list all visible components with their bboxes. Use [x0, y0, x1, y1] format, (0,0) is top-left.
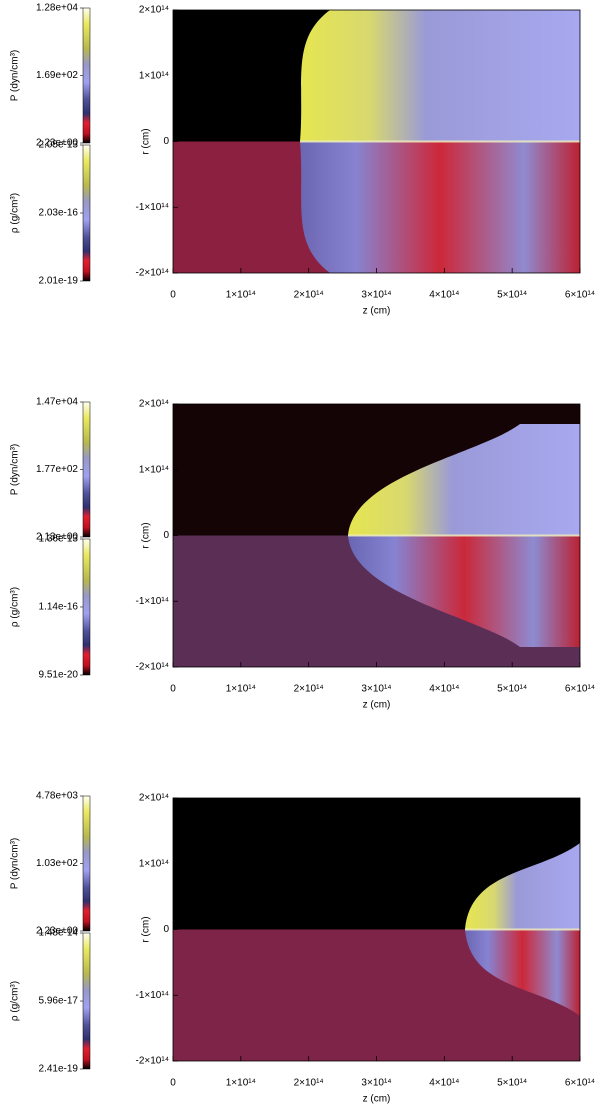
- x-tick-label: 0: [170, 1078, 176, 1089]
- y-tick-label: 1×10¹⁴: [139, 70, 169, 81]
- x-tick-label: 4×10¹⁴: [429, 684, 459, 695]
- x-tick-label: 3×10¹⁴: [361, 1078, 391, 1089]
- x-tick-label: 6×10¹⁴: [565, 290, 595, 301]
- y-tick-label: 2×10¹⁴: [139, 399, 169, 410]
- colorbar-tick-label: 1.28e+04: [36, 3, 78, 14]
- colorbar-tick-label: 9.51e-20: [39, 670, 79, 681]
- colorbar-tick-label: 1.69e+02: [36, 70, 78, 81]
- x-tick-label: 6×10¹⁴: [565, 1078, 595, 1089]
- y-tick-label: 0: [163, 136, 169, 147]
- y-tick-label: -1×10¹⁴: [136, 990, 169, 1001]
- y-tick-label: 0: [163, 924, 169, 935]
- colorbar-label: P (dyn/cm³): [10, 838, 21, 890]
- y-tick-label: 1×10¹⁴: [139, 464, 169, 475]
- x-tick-label: 1×10¹⁴: [226, 1078, 256, 1089]
- x-tick-label: 4×10¹⁴: [429, 290, 459, 301]
- y-tick-label: 2×10¹⁴: [139, 793, 169, 804]
- y-tick-label: -2×10¹⁴: [136, 268, 169, 279]
- x-tick-label: 2×10¹⁴: [294, 1078, 324, 1089]
- colorbar-tick-label: 2.05e-13: [39, 140, 79, 151]
- y-axis-label: r (cm): [141, 916, 152, 942]
- y-tick-label: 0: [163, 530, 169, 541]
- y-tick-label: 1×10¹⁴: [139, 858, 169, 869]
- colorbar-tick-label: 1.48e-14: [39, 928, 79, 939]
- x-tick-label: 3×10¹⁴: [361, 290, 391, 301]
- flow-upper: [348, 424, 580, 536]
- colorbar-tick-label: 5.96e-17: [39, 996, 79, 1007]
- x-tick-label: 0: [170, 290, 176, 301]
- colorbar-label: ρ (g/cm³): [10, 193, 21, 233]
- colorbar: [82, 7, 91, 144]
- colorbar-tick-label: 1.77e+02: [36, 464, 78, 475]
- flow-lower: [348, 535, 580, 647]
- x-tick-label: 5×10¹⁴: [497, 684, 527, 695]
- y-axis-label: r (cm): [141, 522, 152, 548]
- y-tick-label: -1×10¹⁴: [136, 202, 169, 213]
- x-tick-label: 4×10¹⁴: [429, 1078, 459, 1089]
- y-tick-label: -2×10¹⁴: [136, 662, 169, 673]
- colorbar: [82, 538, 91, 676]
- colorbar: [82, 144, 91, 282]
- x-axis-label: z (cm): [363, 1094, 391, 1105]
- colorbar-tick-label: 1.36e-13: [39, 534, 79, 545]
- flow-lower: [465, 929, 580, 1016]
- flow-lower: [300, 141, 580, 273]
- x-tick-label: 1×10¹⁴: [226, 684, 256, 695]
- colorbar-tick-label: 1.14e-16: [39, 602, 79, 613]
- x-tick-label: 6×10¹⁴: [565, 684, 595, 695]
- x-tick-label: 5×10¹⁴: [497, 290, 527, 301]
- colorbar-tick-label: 2.03e-16: [39, 208, 79, 219]
- x-axis-label: z (cm): [363, 700, 391, 711]
- colorbar-label: P (dyn/cm³): [10, 444, 21, 496]
- y-tick-label: -1×10¹⁴: [136, 596, 169, 607]
- colorbar-tick-label: 1.47e+04: [36, 397, 78, 408]
- colorbar-label: ρ (g/cm³): [10, 587, 21, 627]
- x-tick-label: 1×10¹⁴: [226, 290, 256, 301]
- colorbar-tick-label: 2.23e+00: [36, 926, 78, 937]
- x-tick-label: 2×10¹⁴: [294, 684, 324, 695]
- flow-upper: [465, 843, 580, 930]
- y-tick-label: -2×10¹⁴: [136, 1056, 169, 1067]
- colorbar: [82, 401, 91, 538]
- colorbar-label: ρ (g/cm³): [10, 981, 21, 1021]
- y-axis-label: r (cm): [141, 128, 152, 154]
- colorbar-tick-label: 2.23e+00: [36, 138, 78, 149]
- x-axis-label: z (cm): [363, 306, 391, 317]
- x-tick-label: 2×10¹⁴: [294, 290, 324, 301]
- colorbar: [82, 795, 91, 932]
- flow-upper: [300, 10, 580, 142]
- colorbar-tick-label: 4.78e+03: [36, 791, 78, 802]
- colorbar-tick-label: 2.41e-19: [39, 1064, 79, 1075]
- colorbar-tick-label: 1.03e+02: [36, 858, 78, 869]
- colorbar-tick-label: 2.01e-19: [39, 276, 79, 287]
- colorbar-tick-label: 2.13e+00: [36, 532, 78, 543]
- colorbar-label: P (dyn/cm³): [10, 50, 21, 102]
- colorbar: [82, 932, 91, 1070]
- y-tick-label: 2×10¹⁴: [139, 5, 169, 16]
- x-tick-label: 0: [170, 684, 176, 695]
- x-tick-label: 5×10¹⁴: [497, 1078, 527, 1089]
- x-tick-label: 3×10¹⁴: [361, 684, 391, 695]
